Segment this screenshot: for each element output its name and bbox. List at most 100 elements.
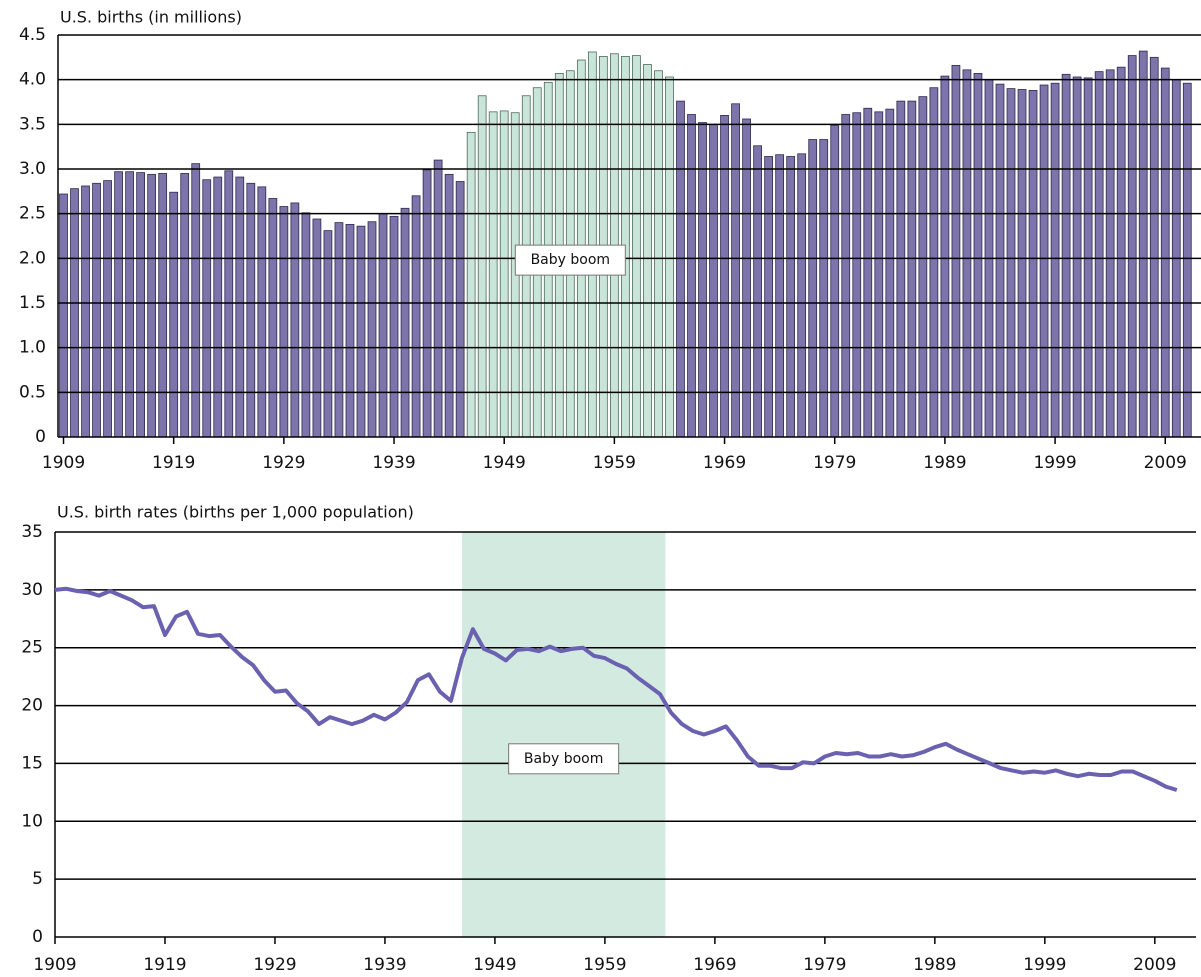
x-tick-label: 1919 [152, 453, 195, 473]
bar [1028, 89, 1038, 438]
x-tick-label: 1929 [262, 453, 305, 473]
bar [797, 153, 807, 438]
bar [323, 230, 333, 438]
bar [709, 123, 718, 438]
x-tick-label: 1919 [143, 955, 186, 975]
bar [246, 182, 256, 438]
x-tick-label: 1959 [593, 453, 636, 473]
x-tick-label: 1949 [483, 453, 526, 473]
bar [92, 182, 101, 438]
x-tick-label: 1969 [693, 955, 736, 975]
x-tick-label: 2009 [1144, 453, 1187, 473]
y-tick-label: 4.5 [19, 25, 46, 45]
bar [995, 83, 1005, 438]
bar [301, 212, 311, 438]
x-tick-label: 1979 [813, 453, 856, 473]
bar [136, 172, 145, 438]
bar [632, 55, 641, 438]
bar [290, 202, 300, 438]
bar [114, 171, 123, 438]
bar [929, 87, 939, 438]
bar [951, 64, 961, 438]
bar [973, 73, 983, 438]
bar [830, 124, 840, 438]
bar [411, 195, 421, 438]
bar [477, 95, 487, 438]
bar [1116, 66, 1126, 438]
chart-panel: U.S. birth rates (births per 1,000 popul… [21, 503, 1196, 975]
bar [775, 154, 785, 438]
y-tick-label: 0 [32, 927, 43, 947]
x-tick-label: 1989 [923, 453, 966, 473]
annotation-box [508, 743, 620, 775]
chart-panel: U.S. births (in millions) 0 0.5 1.0 1.5 2.0 2.… [19, 8, 1201, 473]
bar [753, 145, 762, 438]
bar [1039, 84, 1049, 438]
bar [940, 75, 950, 438]
y-tick-label: 1.0 [19, 338, 46, 358]
bar [1006, 88, 1016, 438]
x-tick-label: 1939 [372, 453, 415, 473]
bar [874, 111, 884, 438]
bar [1160, 67, 1170, 438]
bar [125, 171, 134, 438]
annotation: Baby boom [531, 252, 610, 268]
x-tick-label: 1999 [1033, 453, 1076, 473]
x-tick-label: 1979 [803, 955, 846, 975]
bar [191, 163, 201, 438]
bar [334, 222, 344, 438]
x-tick-label: 1909 [42, 453, 85, 473]
y-tick-label: 15 [21, 753, 43, 773]
bar [841, 114, 851, 438]
bar [70, 188, 79, 438]
bar [257, 186, 267, 438]
bar [488, 111, 498, 438]
bar [378, 213, 388, 438]
chart-title: U.S. birth rates (births per 1,000 popul… [57, 503, 414, 522]
bar [279, 206, 289, 438]
y-tick-label: 35 [21, 522, 43, 542]
line [54, 586, 1178, 792]
y-tick-label: 1.5 [19, 293, 46, 313]
bar [1094, 71, 1104, 438]
bar [202, 179, 212, 438]
bar [1182, 82, 1192, 438]
bar [918, 96, 928, 438]
x-tick-label: 1929 [253, 955, 296, 975]
y-tick-label: 3.0 [19, 159, 46, 179]
bar [907, 100, 917, 438]
bar [400, 207, 410, 438]
x-tick-label: 1959 [583, 955, 626, 975]
chart-title: U.S. births (in millions) [60, 8, 242, 27]
bar [235, 176, 245, 438]
bar [764, 156, 773, 438]
bar [720, 115, 729, 438]
y-tick-label: 5 [32, 869, 43, 889]
y-tick-label: 2.0 [19, 248, 46, 268]
highlight-band [461, 532, 666, 937]
x-tick-label: 1989 [913, 955, 956, 975]
y-tick-label: 30 [21, 580, 43, 600]
annotation: Baby boom [524, 751, 603, 767]
bar [224, 170, 234, 438]
bar [312, 218, 322, 438]
bar [1017, 89, 1027, 438]
y-tick-label: 10 [21, 811, 43, 831]
bar [466, 131, 476, 438]
x-tick-label: 1999 [1023, 955, 1066, 975]
bar [852, 112, 862, 438]
bar [587, 51, 597, 438]
bar [345, 223, 355, 438]
bar [676, 100, 685, 438]
x-tick-label: 1939 [363, 955, 406, 975]
bar [1050, 82, 1060, 438]
y-tick-label: 2.5 [19, 204, 46, 224]
bar [455, 181, 465, 438]
bar [367, 221, 377, 438]
bar [81, 185, 90, 438]
bar [786, 156, 796, 438]
y-tick-label: 0 [35, 427, 46, 447]
x-tick-label: 1969 [703, 453, 746, 473]
y-tick-label: 0.5 [19, 382, 46, 402]
